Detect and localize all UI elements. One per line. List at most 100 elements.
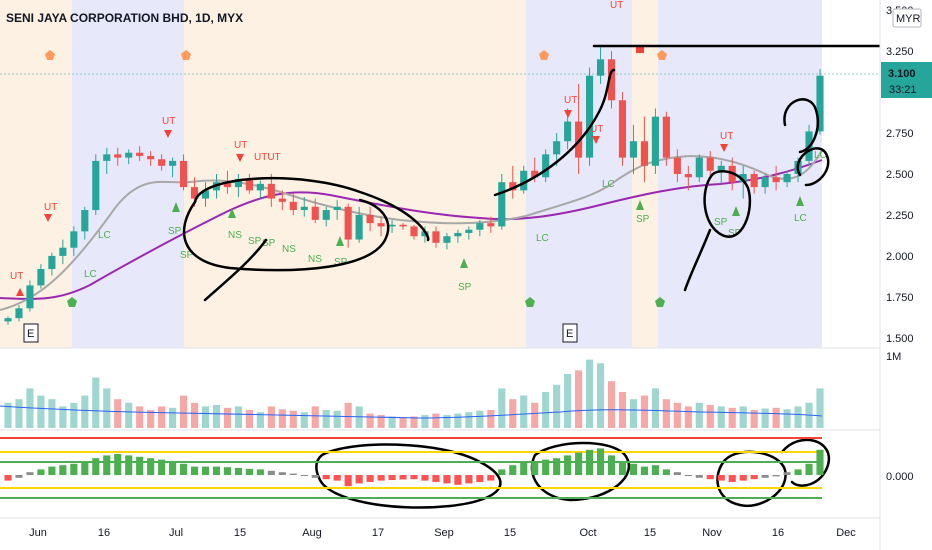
oscillator-bar [322, 475, 330, 480]
volume-bar [717, 406, 725, 428]
time-tick-label: Oct [579, 527, 596, 539]
oscillator-bar [586, 449, 594, 475]
oscillator-bar [267, 470, 275, 475]
signal-label-sp: SP [248, 236, 262, 247]
oscillator-bar [377, 475, 385, 481]
oscillator-bar [59, 465, 67, 475]
oscillator-bar [443, 475, 451, 484]
candle [289, 193, 297, 215]
candle [4, 316, 12, 325]
volume-bar [147, 410, 155, 428]
oscillator-bar [70, 463, 78, 475]
signal-arrow-down [564, 110, 572, 118]
candle [245, 174, 253, 194]
oscillator-bar [333, 475, 341, 481]
volume-bar [169, 407, 177, 428]
oscillator-bar [136, 456, 144, 475]
volume-bar [542, 392, 550, 428]
candle [147, 151, 155, 166]
volume-bar [410, 416, 418, 428]
signal-arrow-down [592, 136, 600, 144]
currency-badge[interactable]: MYR [892, 8, 922, 28]
signal-markers: UT UT UT UT UTUT UT UT UT UT LC LC LC LC… [10, 0, 827, 307]
svg-text:E: E [27, 328, 34, 340]
volume-bar [553, 384, 561, 428]
oscillator-bar [26, 472, 34, 475]
candle [37, 264, 45, 289]
volume-bar [728, 407, 736, 428]
oscillator-bar [761, 475, 769, 478]
volume-bar [388, 416, 396, 428]
oscillator-bar [158, 459, 166, 475]
volume-average-line [0, 405, 823, 419]
oscillator-bar [805, 463, 813, 475]
hand-drawn-annotations [182, 44, 882, 509]
volume-bar [300, 412, 308, 428]
volume-bar [37, 395, 45, 428]
oscillator-bar [607, 455, 616, 475]
candle [81, 206, 89, 240]
volume-bar [212, 404, 221, 428]
oscillator-bar [706, 475, 714, 480]
signal-arrow-up [172, 202, 180, 212]
signal-arrow-up [636, 200, 644, 210]
volume-bar [333, 410, 341, 428]
oscillator-bar [147, 458, 155, 475]
candle [542, 149, 550, 183]
volume-bar [92, 377, 100, 428]
candle [180, 154, 188, 191]
earnings-marker[interactable]: E [562, 323, 578, 343]
price-tick-label: 2.000 [886, 251, 914, 263]
volume-bar [4, 402, 12, 428]
volume-bar [278, 409, 286, 428]
signal-label-sp: SP [168, 226, 182, 237]
volume-bar [70, 402, 78, 428]
candle [26, 280, 34, 312]
candle [201, 182, 210, 207]
volume-bar [476, 410, 484, 428]
candle [410, 224, 418, 240]
oscillator-bar [355, 475, 363, 484]
oscillator-bar [476, 475, 484, 482]
oscillator-bar [223, 467, 232, 475]
signal-label-lc: LC [814, 150, 827, 161]
candle [553, 133, 561, 166]
time-axis: Jun 16 Jul 15 Aug 17 Sep 15 Oct 15 Nov 16 Dec [29, 527, 856, 539]
earnings-marker[interactable]: E [23, 323, 39, 343]
volume-bar [586, 359, 594, 428]
oscillator-bar [103, 455, 111, 475]
oscillator-bar [92, 458, 100, 475]
oscillator-bar [728, 475, 736, 482]
oscillator-bar [695, 475, 703, 478]
signal-label-lc: LC [98, 230, 111, 241]
volume-bar [201, 406, 210, 428]
signal-arrow-down [236, 154, 244, 162]
time-tick-label: Jul [169, 527, 183, 539]
oscillator-bar [48, 466, 56, 475]
volume-bar [487, 410, 495, 428]
oscillator-bar [596, 448, 605, 475]
svg-text:3.100: 3.100 [888, 68, 916, 80]
candle [586, 67, 594, 166]
volume-bar [695, 402, 703, 428]
oscillator-bar [190, 466, 199, 475]
oscillator-bar [531, 461, 539, 475]
candle [169, 157, 177, 178]
oscillator-bar [783, 472, 791, 475]
candle [662, 111, 670, 166]
candle [695, 154, 703, 183]
oscillator-bar [125, 455, 133, 475]
oscillator-bar [81, 462, 89, 475]
signal-label-sp: SP [636, 214, 650, 225]
candle [59, 239, 67, 265]
volume-bar [454, 413, 462, 428]
candle [651, 108, 659, 174]
volume-bar [816, 388, 824, 428]
volume-bar [465, 412, 473, 428]
volume-bar [739, 406, 747, 428]
volume-bar [322, 410, 330, 428]
candle [300, 196, 308, 217]
volume-bar [684, 406, 692, 428]
candle [465, 226, 473, 240]
